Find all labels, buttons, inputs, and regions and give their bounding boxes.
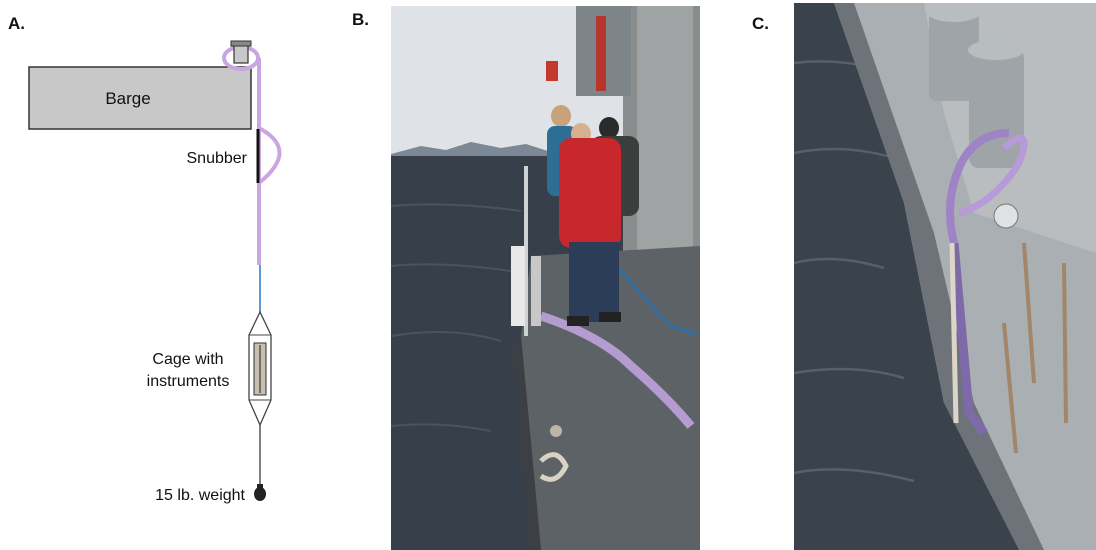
weight-icon bbox=[254, 487, 266, 501]
snubber-label: Snubber bbox=[187, 150, 248, 167]
cage-label-line2: instruments bbox=[147, 373, 230, 390]
cage-label-line1: Cage with bbox=[152, 351, 223, 368]
panel-b-letter: B. bbox=[352, 10, 369, 29]
bollard-cap bbox=[230, 40, 252, 47]
photo-bollard-rope bbox=[794, 3, 1096, 550]
barge-label: Barge bbox=[105, 89, 150, 108]
bollard bbox=[233, 44, 249, 64]
panel-a-letter: A. bbox=[8, 14, 25, 33]
mooring-diagram: Barge Snubber Cage with instruments 15 l… bbox=[28, 40, 282, 504]
barge-box bbox=[28, 66, 252, 130]
snubber-loop bbox=[257, 126, 282, 185]
panel-c-letter: C. bbox=[752, 14, 769, 33]
photo-crew-deploying bbox=[391, 6, 700, 550]
weight-label: 15 lb. weight bbox=[155, 487, 245, 504]
